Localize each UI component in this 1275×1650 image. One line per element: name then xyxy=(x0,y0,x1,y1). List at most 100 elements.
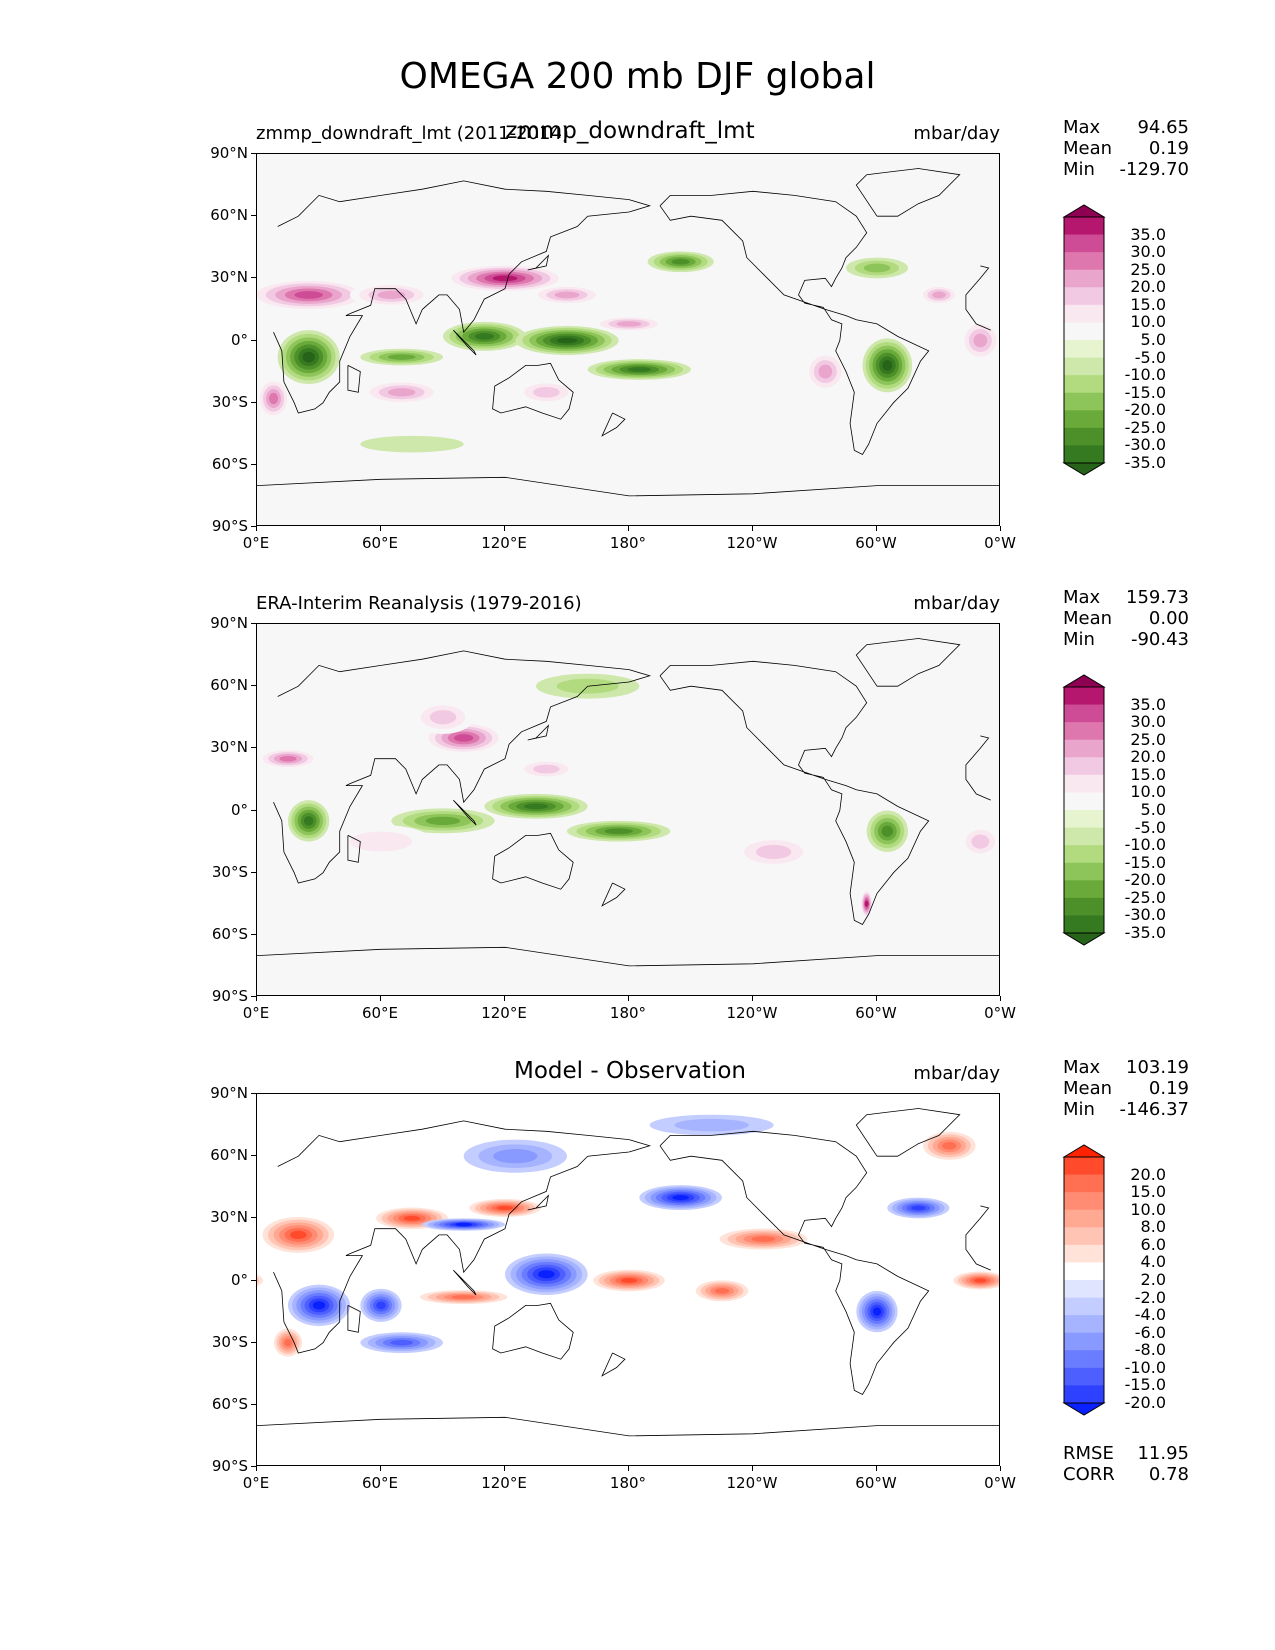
lon-tick-label: 0°W xyxy=(984,1004,1016,1022)
colorbar-tick-label: 30.0 xyxy=(1130,712,1166,732)
anomaly-feature-3 xyxy=(515,758,578,780)
lon-tick-label: 0°W xyxy=(984,534,1016,552)
contour-level xyxy=(942,1141,957,1150)
colorbar-swatch xyxy=(1064,739,1104,758)
colorbar-swatch xyxy=(1064,217,1104,236)
contour-level xyxy=(294,291,323,299)
lat-tickmark xyxy=(251,1403,256,1405)
colorbar-tick-label: 10.0 xyxy=(1130,1199,1166,1219)
colorbar-swatch xyxy=(1064,827,1104,846)
anomaly-feature-15 xyxy=(257,377,291,420)
coastline xyxy=(347,835,361,863)
contour-level xyxy=(279,755,297,762)
anomaly-feature-6 xyxy=(443,321,526,351)
colorbar-swatch xyxy=(1064,1385,1104,1404)
colorbar-swatch xyxy=(1064,1157,1104,1176)
contour-level xyxy=(554,291,580,299)
contour-level xyxy=(818,364,833,379)
lat-tick-label: 60°N xyxy=(210,206,248,225)
stat-corr: CORR 0.78 xyxy=(1063,1464,1189,1485)
colorbar-swatch xyxy=(1064,304,1104,323)
lat-tick-label: 30°N xyxy=(210,1208,248,1227)
anomaly-feature-12 xyxy=(887,1197,950,1219)
contour-level xyxy=(971,834,990,849)
lat-tickmark xyxy=(251,809,256,811)
anomaly-feature-6 xyxy=(484,793,588,819)
lon-tick-label: 60°E xyxy=(361,1004,399,1022)
panel1-left-title: zmmp_downdraft_lmt (2011-2014) xyxy=(256,123,569,144)
colorbar-tick-label: -10.0 xyxy=(1124,365,1166,385)
colorbar-swatch xyxy=(1064,1192,1104,1211)
lon-tick-label: 120°W xyxy=(726,534,778,552)
stat-max: Max 94.65 xyxy=(1063,117,1189,138)
contour-level xyxy=(377,290,406,300)
anomaly-feature-10 xyxy=(639,1185,722,1211)
lon-tickmark xyxy=(504,996,505,1001)
anomaly-feature-6 xyxy=(505,1253,588,1296)
colorbar-swatch xyxy=(1064,1332,1104,1351)
lat-tick-label: 30°S xyxy=(211,862,248,881)
colorbar-tick-label: -5.0 xyxy=(1134,347,1166,367)
lon-tickmark xyxy=(504,1466,505,1471)
stat-mean: Mean 0.19 xyxy=(1063,138,1189,159)
anomaly-feature-5 xyxy=(360,348,443,366)
contour-level xyxy=(403,1215,421,1221)
lon-tickmark xyxy=(380,996,381,1001)
contour-level xyxy=(882,359,893,371)
lat-tick-label: 30°S xyxy=(211,392,248,411)
lat-tickmark xyxy=(251,153,256,154)
anomaly-feature-7 xyxy=(515,325,619,356)
anomaly-feature-14 xyxy=(360,1332,443,1354)
colorbar-swatch xyxy=(1064,862,1104,881)
contour-level xyxy=(604,828,633,835)
coastline xyxy=(492,362,574,420)
coastline xyxy=(527,724,550,741)
colorbar-tick-label: -20.0 xyxy=(1124,870,1166,890)
coastline xyxy=(257,946,999,967)
lon-tickmark xyxy=(876,526,877,531)
lat-tickmark xyxy=(251,463,256,465)
panel2-colorbar xyxy=(1062,674,1106,946)
colorbar-swatch xyxy=(1064,340,1104,359)
anomaly-feature-7 xyxy=(587,1268,671,1293)
lon-tick-label: 120°W xyxy=(726,1474,778,1492)
lat-tickmark xyxy=(251,1279,256,1281)
coastline xyxy=(492,832,574,890)
lat-tickmark xyxy=(251,1155,256,1157)
coastline xyxy=(965,735,991,801)
stat-rmse: RMSE 11.95 xyxy=(1063,1443,1189,1464)
colorbar-swatch xyxy=(1064,757,1104,776)
stat-mean: Mean 0.00 xyxy=(1063,608,1189,629)
colorbar-tick-label: 5.0 xyxy=(1140,330,1166,349)
colorbar-tick-label: -35.0 xyxy=(1124,453,1166,472)
colorbar-tick-label: 20.0 xyxy=(1130,1164,1166,1184)
colorbar-swatch xyxy=(1064,1280,1104,1299)
colorbar-swatch xyxy=(1064,810,1104,829)
lon-tickmark xyxy=(628,996,629,1001)
coastline xyxy=(855,638,961,687)
colorbar-tick-label: 2.0 xyxy=(1140,1270,1166,1289)
lon-tick-label: 60°E xyxy=(361,1474,399,1492)
colorbar-tick-label: 15.0 xyxy=(1130,764,1166,784)
lon-tickmark xyxy=(752,996,753,1001)
anomaly-feature-2 xyxy=(412,700,474,734)
anomaly-feature-13 xyxy=(257,1270,999,1291)
contour-level xyxy=(290,1230,307,1240)
contour-level xyxy=(284,1338,292,1347)
coastline xyxy=(273,1120,652,1354)
map-canvas xyxy=(257,1094,999,1465)
contour-level xyxy=(973,333,988,348)
anomaly-feature-17 xyxy=(649,1114,774,1136)
panel2-map xyxy=(256,623,1000,996)
contour-level xyxy=(556,337,578,344)
colorbar-tick-label: -4.0 xyxy=(1134,1305,1166,1325)
lat-tick-label: 0° xyxy=(230,800,248,819)
anomaly-feature-16 xyxy=(959,319,999,362)
anomaly-feature-10 xyxy=(647,251,714,273)
colorbar-tick-label: 30.0 xyxy=(1130,242,1166,262)
colorbar-tick-label: 8.0 xyxy=(1140,1217,1166,1237)
coastline xyxy=(452,799,477,826)
anomaly-feature-11 xyxy=(856,1290,898,1333)
lon-tickmark xyxy=(1000,1466,1001,1471)
contour-level xyxy=(524,803,548,810)
